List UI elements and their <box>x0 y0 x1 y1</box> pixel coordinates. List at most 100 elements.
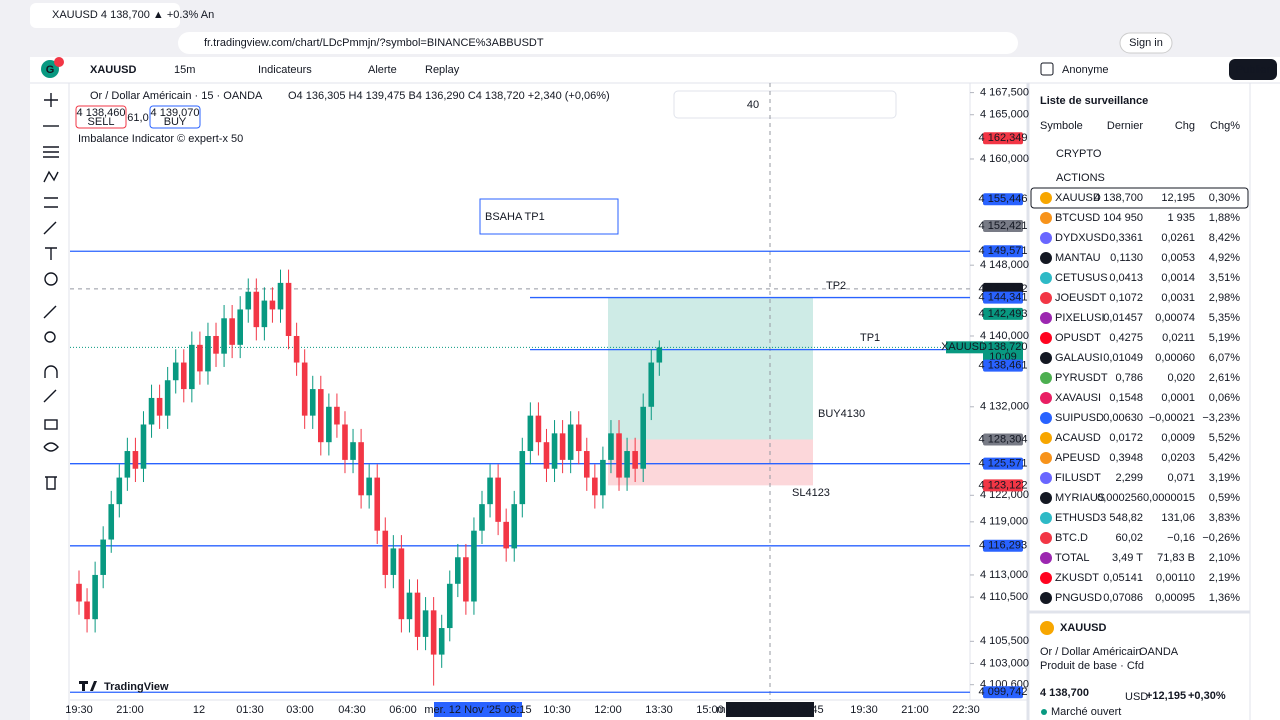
change: −0,00021 <box>1149 412 1195 424</box>
symbol[interactable]: OPUSDT <box>1055 332 1101 344</box>
lock-tool[interactable] <box>44 419 58 430</box>
lock-draw-tool[interactable] <box>43 389 57 403</box>
column-header[interactable]: Chg <box>1175 120 1195 132</box>
candle-body <box>398 548 405 620</box>
replay[interactable]: Replay <box>425 64 460 76</box>
section-title[interactable]: ACTIONS <box>1056 172 1105 184</box>
magnet-tool[interactable] <box>44 365 58 378</box>
projection-tool[interactable] <box>44 197 58 208</box>
column-header[interactable]: Chg% <box>1210 120 1240 132</box>
avatar[interactable] <box>41 60 59 78</box>
symbol[interactable]: ETHUSD <box>1055 512 1100 524</box>
detail-name: Or / Dollar Américain <box>1040 646 1141 658</box>
annotation[interactable]: BSAHA TP1 <box>485 211 545 223</box>
symbol[interactable]: MANTAU <box>1055 252 1101 264</box>
price-label-bg <box>983 479 1023 492</box>
symbol[interactable]: APEUSD <box>1055 452 1100 464</box>
interval[interactable]: 15m <box>174 64 195 76</box>
price-label-bg <box>983 433 1023 446</box>
change: 0,0014 <box>1161 272 1195 284</box>
candle-body <box>583 451 590 478</box>
brush-tool[interactable] <box>43 221 57 235</box>
symbol[interactable]: DYDXUSD <box>1055 232 1109 244</box>
watermark-logo <box>79 681 97 691</box>
last: 0,00630 <box>1103 412 1143 424</box>
annotation[interactable]: BUY4130 <box>818 408 865 420</box>
buy-button[interactable] <box>149 105 201 129</box>
candle-body <box>205 335 211 372</box>
browser-tab[interactable] <box>30 3 180 28</box>
loss-zone[interactable] <box>608 439 813 486</box>
candle-body <box>293 335 300 363</box>
symbol[interactable]: GALAUSI <box>1055 352 1103 364</box>
font-size[interactable]: 40 <box>747 99 759 111</box>
pattern-tool[interactable] <box>43 170 59 183</box>
candle-body <box>253 291 260 328</box>
symbol-icon <box>1040 212 1052 224</box>
change-pct: 0,06% <box>1209 392 1240 404</box>
symbol[interactable]: SUIPUSD <box>1055 412 1104 424</box>
symbol-icon <box>1040 432 1052 444</box>
y-tick-label: 4 105,500 <box>980 635 1029 647</box>
symbol[interactable]: TOTAL <box>1055 552 1089 564</box>
notification-badge <box>54 57 64 67</box>
candle-body <box>495 477 501 522</box>
symbol[interactable]: FILUSDT <box>1055 472 1101 484</box>
fib-tool[interactable] <box>43 146 59 158</box>
symbol[interactable]: JOEUSDT <box>1055 292 1107 304</box>
section-title[interactable]: CRYPTO <box>1056 148 1102 160</box>
ruler-tool[interactable] <box>43 305 57 319</box>
zoom-tool[interactable] <box>44 331 56 343</box>
profit-zone[interactable] <box>608 297 813 440</box>
signin-label[interactable]: Sign in <box>1129 37 1163 49</box>
symbol-icon <box>1040 532 1052 544</box>
symbol[interactable]: XAVAUSI <box>1055 392 1101 404</box>
address-bar[interactable] <box>178 32 1018 54</box>
x-tick-label: 04:30 <box>338 704 366 716</box>
annotation[interactable]: TP1 <box>860 332 880 344</box>
hide-tool[interactable] <box>43 442 59 452</box>
signin-button[interactable] <box>1119 32 1173 54</box>
change: 0,0203 <box>1161 452 1195 464</box>
publish-button[interactable] <box>1229 59 1277 80</box>
text-box[interactable] <box>479 198 619 235</box>
candle-body <box>76 583 82 602</box>
symbol[interactable]: PYRUSDT <box>1055 372 1108 384</box>
candle-body <box>84 601 90 620</box>
alert[interactable]: Alerte <box>368 64 397 76</box>
symbol[interactable]: XAUUSD <box>90 64 137 76</box>
sell-price[interactable]: 4 138,460 <box>77 107 126 119</box>
watchlist-title[interactable]: Liste de surveillance <box>1040 95 1148 107</box>
text-tool[interactable] <box>45 247 57 260</box>
change-pct: 2,98% <box>1209 292 1240 304</box>
symbol[interactable]: CETUSUS <box>1055 272 1108 284</box>
symbol[interactable]: BTCUSD <box>1055 212 1100 224</box>
symbol[interactable]: PIXELUSI <box>1055 312 1105 324</box>
symbol[interactable]: BTC.D <box>1055 532 1088 544</box>
change-pct: 5,52% <box>1209 432 1240 444</box>
detail-status: Marché ouvert <box>1051 706 1121 718</box>
symbol[interactable]: MYRIAUS <box>1055 492 1105 504</box>
detail-currency: USD <box>1125 691 1148 703</box>
delete-tool[interactable] <box>45 476 57 490</box>
column-header[interactable]: Dernier <box>1107 120 1143 132</box>
crosshair-tool[interactable] <box>44 93 58 107</box>
checkbox[interactable] <box>1040 62 1054 76</box>
selected-row[interactable] <box>1030 187 1249 209</box>
symbol[interactable]: PNGUSD <box>1055 592 1102 604</box>
buy-label[interactable]: BUY <box>164 116 187 128</box>
indicators[interactable]: Indicateurs <box>258 64 312 76</box>
emoji-tool[interactable] <box>44 272 58 286</box>
symbol[interactable]: ACAUSD <box>1055 432 1101 444</box>
symbol[interactable]: XAUUSD <box>1055 192 1101 204</box>
annotation[interactable]: SL4123 <box>792 487 830 499</box>
sell-label[interactable]: SELL <box>88 116 115 128</box>
account[interactable]: Anonyme <box>1062 64 1108 76</box>
buy-price[interactable]: 4 139,070 <box>151 107 200 119</box>
column-header[interactable]: Symbole <box>1040 120 1083 132</box>
annotation[interactable]: TP2 <box>826 280 846 292</box>
sell-button[interactable] <box>75 105 127 129</box>
detail-change-pct: +0,30% <box>1188 690 1226 702</box>
symbol[interactable]: ZKUSDT <box>1055 572 1099 584</box>
publish[interactable]: Publier <box>1236 64 1271 76</box>
